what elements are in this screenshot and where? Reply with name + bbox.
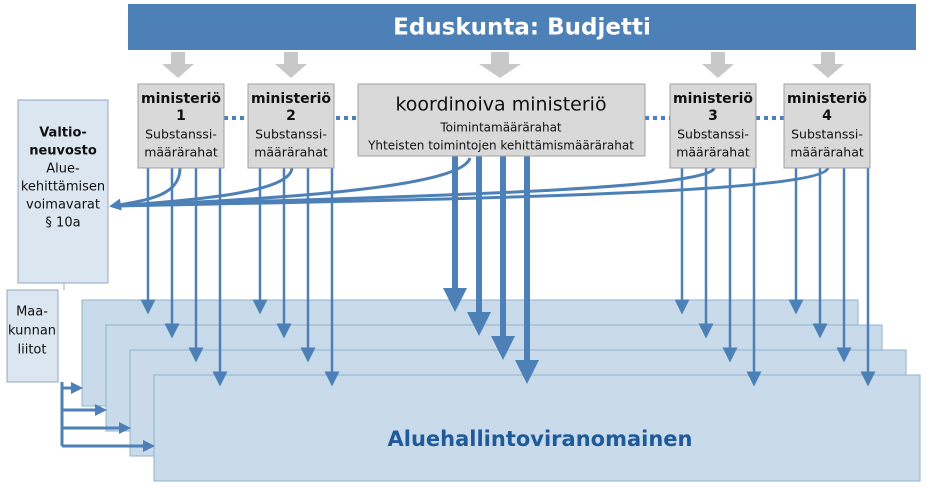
government-box (17, 99, 109, 284)
ministry-box (783, 83, 871, 169)
coordinating-line: Toimintamäärärahat (439, 121, 562, 135)
government-title: Valtio- (39, 126, 87, 141)
government-line: § 10a (45, 216, 80, 231)
regional-box (6, 289, 59, 383)
coordinating-line: Yhteisten toimintojen kehittämismäärärah… (367, 139, 634, 153)
coordinating-box (357, 83, 646, 157)
government-line: Alue- (46, 162, 80, 177)
ministry-funding: määrärahat (676, 145, 750, 160)
ministry-funding: Substanssi- (791, 127, 863, 142)
regional-line: liitot (18, 343, 47, 358)
authority-panels (81, 299, 921, 482)
flow-arrows (140, 156, 876, 387)
government-title: neuvosto (29, 144, 97, 159)
ministry-number: 4 (822, 108, 832, 124)
ministry-name: ministeriö (141, 91, 221, 107)
ministry-number: 1 (176, 108, 186, 124)
header-bar (128, 4, 916, 50)
ministry-box (137, 83, 225, 169)
ministry-funding: määrärahat (254, 145, 328, 160)
authority-label: Aluehallintoviranomainen (388, 427, 693, 451)
ministry-box (669, 83, 757, 169)
header-title: Eduskunta: Budjetti (393, 15, 651, 41)
ministry-funding: Substanssi- (677, 127, 749, 142)
ministry-funding: Substanssi- (145, 127, 217, 142)
ministry-number: 3 (708, 108, 718, 124)
ministry-box (247, 83, 335, 169)
ministry-name: ministeriö (787, 91, 867, 107)
ministry-funding: Substanssi- (255, 127, 327, 142)
ministry-funding: määrärahat (790, 145, 864, 160)
regional-line: Maa- (16, 305, 48, 320)
regional-line: kunnan (8, 324, 56, 339)
ministry-boxes: ministeriö1Substanssi-määrärahatminister… (8, 83, 871, 358)
ministry-name: ministeriö (673, 91, 753, 107)
government-line: kehittämisen (21, 180, 105, 195)
coordinating-name: koordinoiva ministeriö (395, 94, 606, 116)
ministry-number: 2 (286, 108, 296, 124)
ministry-funding: määrärahat (144, 145, 218, 160)
government-line: voimavarat (26, 198, 100, 213)
budget-arrows (162, 52, 844, 78)
ministry-name: ministeriö (251, 91, 331, 107)
regional-arrows (60, 382, 155, 452)
